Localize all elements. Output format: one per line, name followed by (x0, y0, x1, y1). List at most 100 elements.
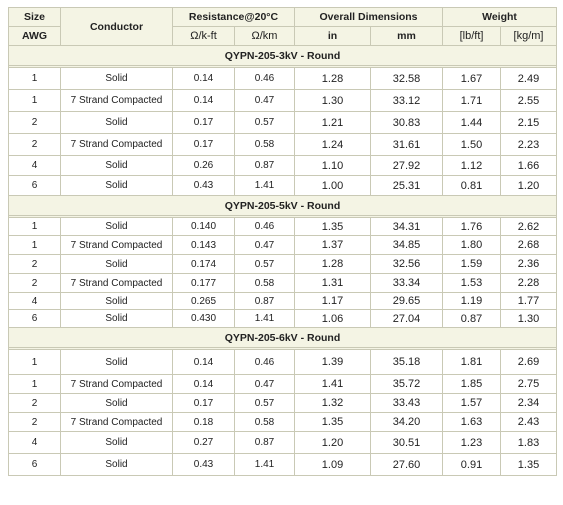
table-row: 4 Solid 0.26 0.87 1.10 27.92 1.12 1.66 (8, 155, 558, 176)
cell-lb-ft: 1.19 (442, 292, 502, 310)
cell-ohm-km: 0.58 (234, 273, 295, 293)
cell-in: 1.06 (294, 309, 371, 328)
cell-conductor: 7 Strand Compacted (60, 374, 173, 394)
cell-ohm-kft: 0.140 (172, 217, 235, 236)
header-awg: AWG (8, 26, 61, 46)
cell-mm: 27.60 (369, 453, 444, 476)
cell-awg: 4 (8, 292, 61, 310)
table-row: 6 Solid 0.43 1.41 1.00 25.31 0.81 1.20 (8, 175, 558, 196)
cell-conductor: 7 Strand Compacted (60, 89, 173, 112)
cell-mm: 29.65 (369, 292, 444, 310)
header-in: in (294, 26, 371, 46)
section-title: QYPN-205-5kV - Round (7, 195, 558, 216)
cell-ohm-kft: 0.17 (172, 111, 235, 134)
cell-conductor: Solid (60, 155, 173, 176)
table-row: 1 Solid 0.14 0.46 1.28 32.58 1.67 2.49 (8, 67, 558, 90)
cell-kg-m: 1.35 (500, 453, 558, 476)
cell-in: 1.28 (294, 67, 371, 90)
cell-kg-m: 1.30 (500, 309, 558, 328)
cell-in: 1.32 (294, 393, 371, 413)
cell-awg: 6 (8, 309, 61, 328)
cell-mm: 35.72 (369, 374, 444, 394)
cell-kg-m: 1.77 (500, 292, 558, 310)
cell-awg: 1 (8, 374, 61, 394)
cell-kg-m: 2.34 (500, 393, 558, 413)
cell-ohm-km: 0.87 (234, 431, 295, 454)
cell-ohm-kft: 0.43 (172, 175, 235, 196)
cell-kg-m: 1.83 (500, 431, 558, 454)
cell-conductor: 7 Strand Compacted (60, 133, 173, 156)
cell-ohm-kft: 0.14 (172, 374, 235, 394)
cell-awg: 2 (8, 273, 61, 293)
cell-mm: 34.20 (369, 412, 444, 432)
table-row: 2 Solid 0.174 0.57 1.28 32.56 1.59 2.36 (8, 254, 558, 274)
cell-ohm-km: 0.47 (234, 374, 295, 394)
cell-conductor: Solid (60, 349, 173, 375)
cell-in: 1.17 (294, 292, 371, 310)
cell-lb-ft: 1.71 (442, 89, 502, 112)
cell-conductor: Solid (60, 453, 173, 476)
cell-conductor: Solid (60, 309, 173, 328)
cell-ohm-km: 0.58 (234, 412, 295, 432)
cell-lb-ft: 1.50 (442, 133, 502, 156)
cell-lb-ft: 1.85 (442, 374, 502, 394)
cell-ohm-kft: 0.430 (172, 309, 235, 328)
section-title: QYPN-205-6kV - Round (7, 327, 558, 348)
cell-mm: 34.85 (369, 235, 444, 255)
cell-ohm-km: 1.41 (234, 453, 295, 476)
cell-in: 1.39 (294, 349, 371, 375)
cell-ohm-kft: 0.265 (172, 292, 235, 310)
cell-conductor: Solid (60, 254, 173, 274)
cell-lb-ft: 0.91 (442, 453, 502, 476)
header-ohm-km: Ω/km (234, 26, 295, 46)
cell-ohm-km: 0.58 (234, 133, 295, 156)
cell-kg-m: 1.20 (500, 175, 558, 196)
cell-lb-ft: 1.76 (442, 217, 502, 236)
cell-mm: 32.56 (369, 254, 444, 274)
cell-kg-m: 2.75 (500, 374, 558, 394)
cell-in: 1.09 (294, 453, 371, 476)
cell-conductor: 7 Strand Compacted (60, 235, 173, 255)
cell-lb-ft: 1.81 (442, 349, 502, 375)
table-row: 2 Solid 0.17 0.57 1.32 33.43 1.57 2.34 (8, 393, 558, 413)
cell-awg: 1 (8, 217, 61, 236)
cell-ohm-kft: 0.27 (172, 431, 235, 454)
cell-conductor: Solid (60, 393, 173, 413)
cell-in: 1.41 (294, 374, 371, 394)
cell-ohm-km: 0.46 (234, 349, 295, 375)
cell-in: 1.00 (294, 175, 371, 196)
cell-ohm-kft: 0.14 (172, 89, 235, 112)
table-row: 6 Solid 0.43 1.41 1.09 27.60 0.91 1.35 (8, 453, 558, 476)
cell-conductor: Solid (60, 431, 173, 454)
header-resistance: Resistance@20°C (172, 7, 295, 27)
header-overall-dimensions: Overall Dimensions (293, 7, 444, 27)
cell-ohm-kft: 0.143 (172, 235, 235, 255)
cell-awg: 6 (8, 175, 61, 196)
cell-awg: 2 (8, 412, 61, 432)
cell-ohm-kft: 0.174 (172, 254, 235, 274)
cell-conductor: 7 Strand Compacted (60, 412, 173, 432)
cell-ohm-km: 1.41 (234, 175, 295, 196)
cell-kg-m: 2.68 (500, 235, 558, 255)
header-ohm-kft: Ω/k-ft (172, 26, 235, 46)
cell-ohm-km: 0.57 (234, 254, 295, 274)
cell-lb-ft: 1.57 (442, 393, 502, 413)
table-row: 2 Solid 0.17 0.57 1.21 30.83 1.44 2.15 (8, 111, 558, 134)
cell-mm: 33.12 (369, 89, 444, 112)
cell-lb-ft: 1.63 (442, 412, 502, 432)
cell-conductor: Solid (60, 67, 173, 90)
cell-awg: 1 (8, 67, 61, 90)
header-size: Size (8, 7, 61, 27)
cell-mm: 32.58 (369, 67, 444, 90)
cell-mm: 27.92 (369, 155, 444, 176)
cell-awg: 1 (8, 235, 61, 255)
cell-conductor: Solid (60, 175, 173, 196)
cell-mm: 33.34 (369, 273, 444, 293)
table-row: 1 Solid 0.14 0.46 1.39 35.18 1.81 2.69 (8, 349, 558, 375)
cell-in: 1.37 (294, 235, 371, 255)
cell-in: 1.35 (294, 412, 371, 432)
